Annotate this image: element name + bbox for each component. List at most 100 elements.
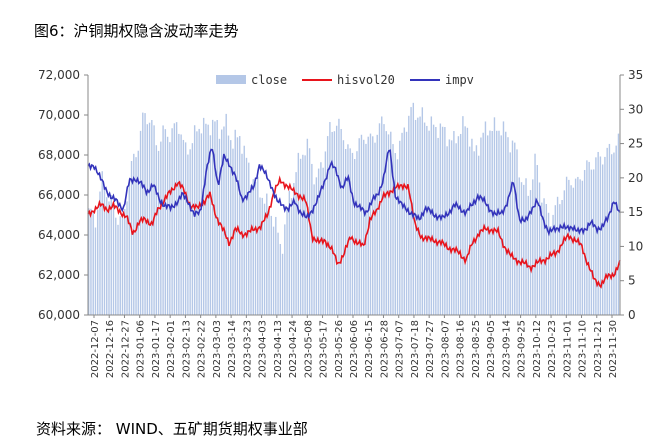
close-bar [505, 131, 507, 315]
close-bar [437, 137, 439, 315]
close-bar [390, 131, 392, 315]
close-bar [376, 134, 378, 315]
close-bar [254, 181, 257, 315]
close-bar [358, 138, 360, 315]
close-bar [538, 182, 541, 315]
close-bar [207, 124, 209, 315]
close-bar [335, 125, 338, 315]
close-bar [599, 156, 602, 315]
close-bar [166, 136, 169, 315]
right-axis-tick-label: 0 [628, 308, 636, 322]
close-bar [151, 119, 153, 316]
close-bar [108, 201, 110, 315]
close-bar [405, 131, 408, 315]
close-bar [496, 130, 498, 315]
close-bar [381, 116, 383, 315]
close-bar [121, 215, 124, 315]
close-bar [423, 122, 426, 315]
close-bar [484, 121, 487, 315]
x-axis-tick-label: 2023-02-22 [197, 320, 208, 378]
close-bar [128, 179, 130, 315]
close-bar [347, 144, 349, 315]
close-bar [342, 140, 345, 315]
x-axis-tick-label: 2023-01-17 [151, 320, 162, 378]
close-bar [223, 126, 225, 315]
close-bar [574, 178, 577, 315]
hisvol20-line [87, 175, 621, 289]
left-axis-tick-label: 68,000 [38, 148, 80, 162]
close-bar [259, 197, 261, 315]
close-bar [162, 125, 164, 316]
close-bar [297, 152, 300, 315]
close-bar [160, 141, 162, 315]
x-axis-tick-label: 2023-06-15 [364, 320, 375, 378]
x-axis-tick-label: 2023-07-27 [425, 320, 436, 378]
close-bar [135, 157, 137, 315]
close-bar [462, 116, 464, 315]
close-bar [263, 203, 266, 315]
close-bar [534, 153, 536, 315]
close-bar [547, 212, 550, 315]
x-axis-tick-label: 2023-06-06 [349, 320, 360, 378]
x-axis-tick-label: 2023-08-16 [456, 320, 467, 378]
close-bar [475, 145, 478, 315]
close-bar [453, 131, 455, 315]
close-bar [171, 128, 173, 315]
close-bar [552, 214, 554, 315]
close-bar [193, 125, 196, 315]
close-bar [482, 132, 484, 315]
x-axis-tick-label: 2023-11-30 [608, 320, 619, 378]
close-bar [491, 130, 493, 315]
close-bar [444, 127, 446, 315]
close-bar [550, 226, 552, 315]
legend-impv-label: impv [445, 73, 474, 87]
x-axis-tick-label: 2023-11-01 [562, 320, 573, 378]
close-bar [187, 154, 189, 315]
close-bar [205, 123, 207, 315]
close-bar [570, 185, 572, 315]
legend-close-label: close [251, 73, 287, 87]
close-bar [586, 160, 588, 315]
close-bar [399, 140, 401, 315]
close-bar [218, 138, 221, 315]
right-axis-tick-label: 35 [628, 68, 643, 82]
x-axis-tick-label: 2023-01-06 [136, 320, 147, 378]
close-bar [595, 157, 597, 315]
close-bar [401, 132, 403, 315]
close-bar [306, 138, 309, 315]
close-bar [144, 113, 146, 315]
close-bar [148, 122, 151, 315]
close-bar [266, 193, 268, 315]
close-bar [507, 137, 509, 315]
close-bar [234, 129, 236, 315]
close-bar [428, 130, 430, 315]
close-bar [101, 171, 103, 315]
close-bar [99, 191, 101, 315]
close-bar [583, 169, 586, 315]
close-bar [97, 209, 99, 315]
close-bar [333, 131, 336, 315]
close-bar [304, 155, 306, 315]
x-axis-ticks: 2022-12-07 2022-12-16 2022-12-27 2023-01-06… [90, 315, 619, 378]
plot-area [87, 102, 621, 316]
close-bar [412, 102, 415, 315]
close-bar [326, 136, 329, 315]
close-bar [157, 150, 160, 315]
close-bar [520, 182, 523, 315]
close-bar [290, 198, 293, 315]
close-bar [110, 194, 112, 315]
close-bar [374, 142, 376, 315]
right-axis-tick-label: 20 [628, 171, 643, 185]
impv-line [87, 148, 621, 237]
x-axis-tick-label: 2023-07-07 [395, 320, 406, 378]
x-axis-tick-label: 2022-12-16 [105, 320, 116, 378]
close-bar [396, 159, 399, 315]
x-axis-tick-label: 2023-04-24 [288, 320, 299, 378]
close-bar [90, 208, 92, 315]
close-bar [180, 134, 182, 315]
close-bar [489, 130, 491, 315]
close-bar [196, 131, 198, 315]
x-axis-tick-label: 2023-05-17 [319, 320, 330, 378]
close-bar [372, 136, 374, 315]
close-bar [252, 179, 254, 315]
